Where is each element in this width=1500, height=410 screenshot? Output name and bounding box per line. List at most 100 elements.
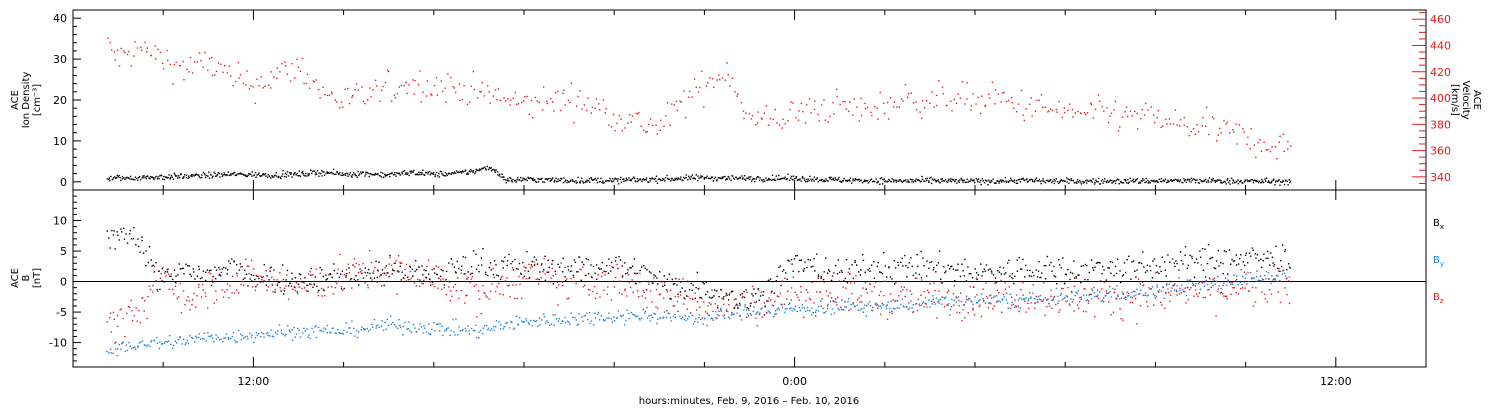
by-point xyxy=(569,323,571,325)
bz-point xyxy=(1217,288,1219,290)
velocity-point xyxy=(276,77,278,80)
by-point xyxy=(915,302,918,305)
bz-point xyxy=(174,285,177,288)
velocity-point xyxy=(264,85,266,87)
by-point xyxy=(1233,274,1235,276)
by-point xyxy=(126,349,128,352)
bx-point xyxy=(487,274,489,277)
density-point xyxy=(921,175,923,178)
bz-point xyxy=(401,262,403,264)
bx-point xyxy=(190,275,192,277)
by-point xyxy=(1076,292,1078,294)
density-point xyxy=(1155,180,1157,182)
by-point xyxy=(433,322,435,324)
bz-point xyxy=(1255,287,1257,289)
density-point xyxy=(518,179,521,181)
by-point xyxy=(844,306,846,308)
density-point xyxy=(1147,182,1150,184)
density-point xyxy=(742,177,744,179)
density-point xyxy=(1106,179,1109,182)
density-point xyxy=(352,172,355,174)
velocity-point xyxy=(938,80,940,82)
bz-point xyxy=(775,313,777,315)
density-point xyxy=(276,175,278,177)
velocity-point xyxy=(252,86,254,88)
bx-point xyxy=(844,277,846,280)
density-point xyxy=(452,172,454,174)
density-point xyxy=(947,179,950,182)
bz-point xyxy=(1030,302,1032,304)
velocity-point xyxy=(318,89,320,91)
top-panel-series xyxy=(106,37,1292,186)
by-point xyxy=(423,325,425,327)
bz-point xyxy=(606,293,609,295)
density-point xyxy=(952,179,955,181)
bx-point xyxy=(644,267,646,269)
bz-point xyxy=(770,299,772,301)
density-point xyxy=(212,175,214,177)
velocity-point xyxy=(1020,89,1023,92)
by-point xyxy=(1046,299,1048,301)
bx-point xyxy=(985,264,988,266)
by-point xyxy=(880,307,883,309)
bx-point xyxy=(1194,261,1196,264)
bz-point xyxy=(1284,287,1286,289)
density-point xyxy=(730,179,732,182)
bz-point xyxy=(178,296,180,298)
by-point xyxy=(1058,300,1060,302)
density-point xyxy=(1140,180,1142,182)
velocity-point xyxy=(679,100,681,102)
density-point xyxy=(365,171,367,173)
by-point xyxy=(291,329,293,331)
bz-point xyxy=(886,304,889,306)
bz-point xyxy=(612,280,615,282)
by-point xyxy=(452,318,454,321)
by-point xyxy=(967,299,969,301)
bz-point xyxy=(641,295,643,297)
by-point xyxy=(343,329,345,332)
bz-point xyxy=(528,263,530,266)
by-point xyxy=(132,346,135,349)
bz-point xyxy=(646,306,648,309)
bz-point xyxy=(802,269,804,271)
density-point xyxy=(327,172,329,174)
bx-point xyxy=(743,296,746,299)
bz-point xyxy=(184,304,186,306)
by-point xyxy=(502,328,504,330)
density-point xyxy=(651,177,653,179)
bx-point xyxy=(415,260,417,262)
density-point xyxy=(1233,180,1235,182)
bz-point xyxy=(473,285,476,287)
velocity-point xyxy=(239,74,242,76)
by-point xyxy=(562,320,564,322)
by-point xyxy=(983,300,985,303)
bz-point xyxy=(1287,280,1290,282)
velocity-point xyxy=(285,65,287,67)
by-point xyxy=(692,323,695,325)
bx-point xyxy=(595,278,598,280)
bz-point xyxy=(1259,275,1262,277)
bx-point xyxy=(875,281,877,283)
bx-point xyxy=(955,269,957,271)
density-point xyxy=(694,178,696,180)
by-point xyxy=(548,324,551,326)
bx-point xyxy=(1087,279,1089,281)
density-point xyxy=(591,179,594,181)
velocity-point xyxy=(876,107,878,109)
by-point xyxy=(613,320,616,322)
density-point xyxy=(1043,180,1045,182)
by-point xyxy=(1235,280,1237,282)
density-point xyxy=(591,178,593,180)
bz-point xyxy=(1154,297,1156,299)
by-point xyxy=(911,307,913,309)
velocity-point xyxy=(1063,107,1066,109)
by-point xyxy=(748,309,750,312)
by-point xyxy=(181,343,183,345)
by-point xyxy=(759,312,761,314)
velocity-point xyxy=(852,114,854,116)
by-point xyxy=(907,308,909,310)
bx-point xyxy=(1164,261,1166,263)
density-point xyxy=(139,179,142,181)
velocity-point xyxy=(546,100,548,103)
bz-point xyxy=(725,295,727,297)
